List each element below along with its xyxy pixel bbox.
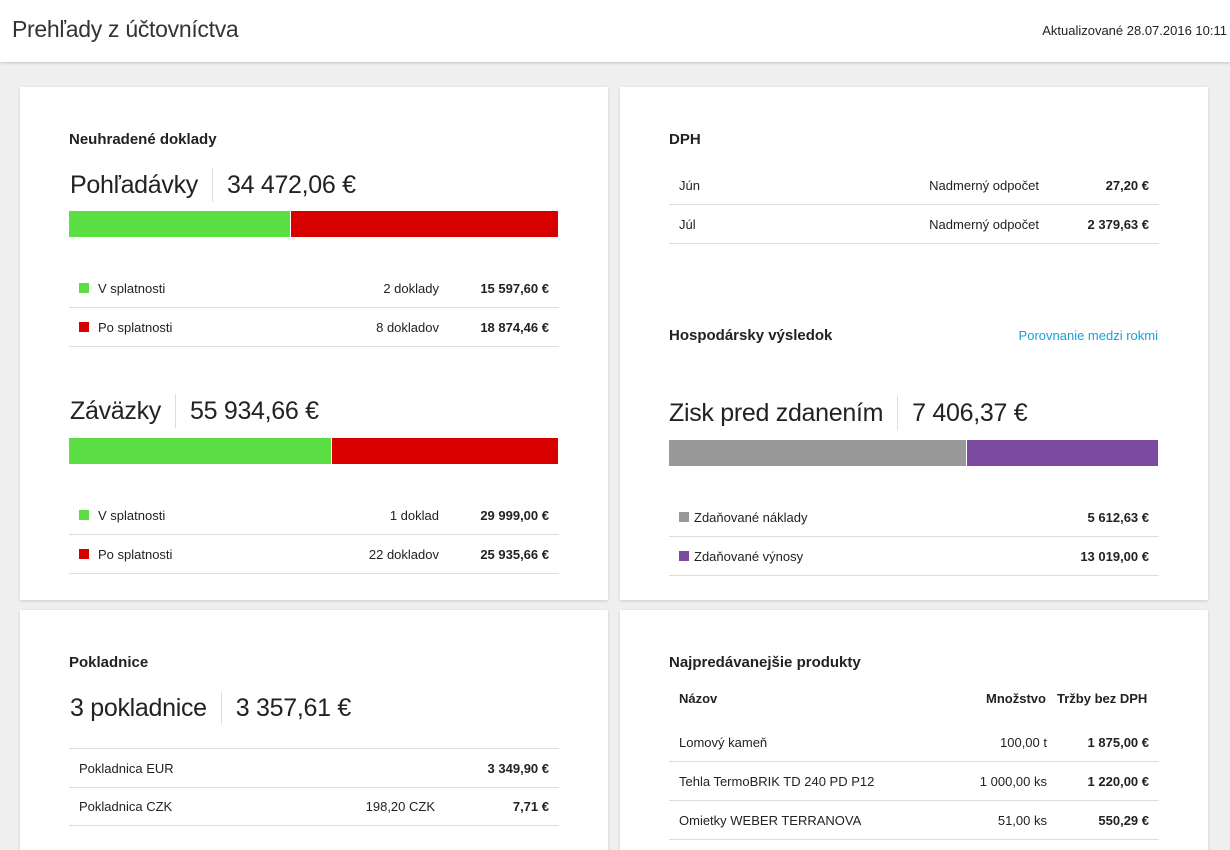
costs-segment: [669, 440, 966, 466]
divider: [220, 691, 222, 725]
legend-swatch-overdue: [79, 549, 89, 559]
compare-years-link[interactable]: Porovnanie medzi rokmi: [1018, 328, 1158, 343]
vat-month: Júl: [679, 216, 696, 232]
vat-type: Nadmerný odpočet: [929, 216, 1039, 232]
bar-divider: [331, 438, 333, 464]
table-row[interactable]: Tehla TermoBRIK TD 240 PD P12 1 000,00 k…: [669, 762, 1159, 801]
vat-amount: 2 379,63 €: [1087, 216, 1149, 232]
legend-swatch-in-due: [79, 510, 89, 520]
list-item[interactable]: Zdaňované náklady 5 612,63 €: [669, 498, 1159, 537]
cash-total: 3 357,61 €: [235, 693, 351, 722]
product-revenue: 1 875,00 €: [1087, 734, 1149, 750]
row-label: Zdaňované výnosy: [694, 548, 804, 564]
result-total: 7 406,37 €: [912, 398, 1028, 427]
cash-register-name: Pokladnica CZK: [79, 798, 173, 814]
payables-bar: [69, 438, 558, 464]
last-updated: Aktualizované 28.07.2016 10:11: [1042, 23, 1227, 38]
card-title: Neuhradené doklady: [69, 131, 217, 148]
legend-swatch-revenues: [679, 551, 689, 561]
row-label: Zdaňované náklady: [694, 509, 808, 525]
legend-swatch-costs: [679, 512, 689, 522]
row-label: V splatnosti: [98, 507, 166, 523]
cash-amount: 3 349,90 €: [487, 760, 549, 776]
result-bar: [669, 440, 1158, 466]
product-quantity: 51,00 ks: [997, 812, 1047, 828]
row-count: 1 doklad: [389, 507, 439, 523]
divider: [174, 394, 176, 428]
result-title: Hospodársky výsledok: [669, 327, 833, 344]
row-amount: 13 019,00 €: [1080, 548, 1149, 564]
divider: [211, 168, 213, 202]
payables-summary: Záväzky 55 934,66 €: [70, 393, 319, 429]
page-title: Prehľady z účtovníctva: [12, 16, 239, 42]
products-title: Najpredávanejšie produkty: [669, 654, 861, 671]
top-bar: Prehľady z účtovníctva Aktualizované 28.…: [0, 0, 1230, 62]
bar-divider: [965, 440, 967, 466]
receivables-label: Pohľadávky: [70, 170, 198, 199]
cash-title: Pokladnice: [69, 654, 149, 671]
payables-label: Záväzky: [70, 396, 161, 425]
vat-row[interactable]: Júl Nadmerný odpočet 2 379,63 €: [669, 205, 1159, 244]
legend-swatch-overdue: [79, 322, 89, 332]
list-item[interactable]: Pokladnica CZK 198,20 CZK 7,71 €: [69, 787, 559, 826]
receivables-overdue-segment: [291, 211, 558, 237]
row-amount: 5 612,63 €: [1087, 509, 1149, 525]
row-amount: 18 874,46 €: [480, 319, 549, 335]
row-label: Po splatnosti: [98, 546, 173, 562]
table-row[interactable]: Omietky WEBER TERRANOVA 51,00 ks 550,29 …: [669, 801, 1159, 840]
vat-month: Jún: [679, 177, 700, 193]
cash-summary: 3 pokladnice 3 357,61 €: [70, 690, 351, 726]
product-name: Lomový kameň: [679, 734, 768, 750]
row-amount: 29 999,00 €: [480, 507, 549, 523]
column-header-revenue: Tržby bez DPH: [1057, 691, 1148, 706]
receivables-total: 34 472,06 €: [226, 170, 356, 199]
product-revenue: 1 220,00 €: [1087, 773, 1149, 789]
row-label: V splatnosti: [98, 280, 166, 296]
card-vat-and-result: DPH Jún Nadmerný odpočet 27,20 € Júl Nad…: [620, 87, 1208, 600]
row-count: 2 doklady: [383, 280, 439, 296]
payables-overdue-segment: [332, 438, 558, 464]
cash-label: 3 pokladnice: [70, 693, 207, 722]
cash-register-name: Pokladnica EUR: [79, 760, 174, 776]
list-item[interactable]: Po splatnosti 22 dokladov 25 935,66 €: [69, 535, 559, 574]
column-header-name: Názov: [679, 691, 718, 706]
list-item[interactable]: Zdaňované výnosy 13 019,00 €: [669, 537, 1159, 576]
row-count: 8 dokladov: [376, 319, 439, 335]
vat-type: Nadmerný odpočet: [929, 177, 1039, 193]
card-cash-registers: Pokladnice 3 pokladnice 3 357,61 € Pokla…: [20, 610, 608, 850]
list-item[interactable]: Po splatnosti 8 dokladov 18 874,46 €: [69, 308, 559, 347]
list-item[interactable]: Pokladnica EUR 3 349,90 €: [69, 748, 559, 788]
divider: [897, 396, 899, 430]
table-row[interactable]: Lomový kameň 100,00 t 1 875,00 €: [669, 723, 1159, 762]
card-top-products: Najpredávanejšie produkty Názov Množstvo…: [620, 610, 1208, 850]
bar-divider: [290, 211, 292, 237]
product-quantity: 1 000,00 ks: [979, 773, 1047, 789]
row-amount: 15 597,60 €: [480, 280, 549, 296]
receivables-in-due-segment: [69, 211, 291, 237]
list-item[interactable]: V splatnosti 2 doklady 15 597,60 €: [69, 269, 559, 308]
payables-total: 55 934,66 €: [189, 396, 319, 425]
receivables-summary: Pohľadávky 34 472,06 €: [70, 167, 356, 203]
product-name: Tehla TermoBRIK TD 240 PD P12: [679, 773, 875, 789]
vat-title: DPH: [669, 131, 701, 148]
product-revenue: 550,29 €: [1098, 812, 1149, 828]
result-label: Zisk pred zdanením: [669, 398, 884, 427]
list-item[interactable]: V splatnosti 1 doklad 29 999,00 €: [69, 496, 559, 535]
revenues-segment: [966, 440, 1158, 466]
row-count: 22 dokladov: [368, 546, 439, 562]
cash-amount: 7,71 €: [512, 798, 549, 814]
product-quantity: 100,00 t: [1000, 734, 1047, 750]
product-name: Omietky WEBER TERRANOVA: [679, 812, 862, 828]
result-summary: Zisk pred zdanením 7 406,37 €: [669, 395, 1028, 431]
column-header-quantity: Množstvo: [986, 691, 1046, 706]
receivables-bar: [69, 211, 558, 237]
vat-row[interactable]: Jún Nadmerný odpočet 27,20 €: [669, 166, 1159, 205]
card-unpaid-documents: Neuhradené doklady Pohľadávky 34 472,06 …: [20, 87, 608, 600]
row-amount: 25 935,66 €: [480, 546, 549, 562]
payables-in-due-segment: [69, 438, 332, 464]
row-label: Po splatnosti: [98, 319, 173, 335]
vat-amount: 27,20 €: [1105, 177, 1149, 193]
cash-foreign-amount: 198,20 CZK: [365, 798, 435, 814]
legend-swatch-in-due: [79, 283, 89, 293]
